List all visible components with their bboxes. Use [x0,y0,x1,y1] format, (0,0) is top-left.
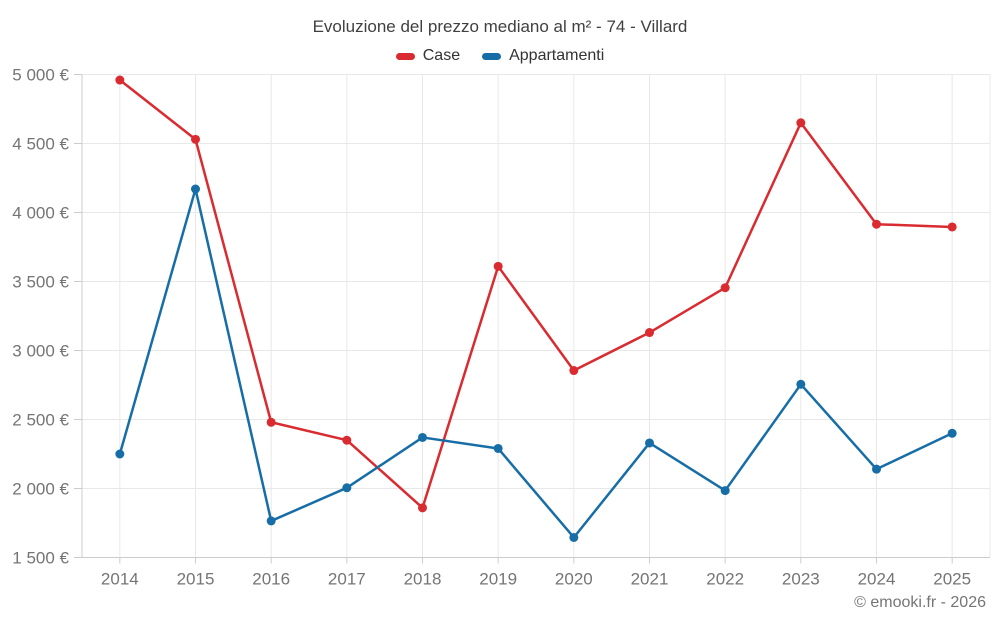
x-axis-tick-label: 2017 [328,570,366,589]
data-point-case-2024[interactable] [872,219,881,229]
y-axis-tick-label: 5 000 € [12,66,69,85]
data-point-appartamenti-2021[interactable] [645,438,654,448]
y-axis-tick-label: 1 500 € [12,549,69,568]
data-point-appartamenti-2014[interactable] [115,449,125,459]
data-point-case-2020[interactable] [569,366,579,376]
data-point-case-2016[interactable] [266,417,276,427]
data-point-case-2014[interactable] [115,75,125,85]
legend-item-case[interactable]: Case [395,47,461,65]
data-point-case-2022[interactable] [720,283,730,293]
copyright: © emooki.fr - 2026 [854,594,986,611]
legend-label-case: Case [422,47,461,64]
y-axis-tick-label: 2 000 € [12,480,69,499]
data-point-appartamenti-2018[interactable] [418,432,427,442]
series-line-case [118,78,954,510]
legend-label-appartamenti: Appartamenti [509,47,605,64]
x-axis-tick-label: 2015 [177,570,215,589]
data-point-appartamenti-2020[interactable] [569,532,579,542]
x-axis-tick-label: 2023 [782,570,820,589]
x-axis-tick-label: 2018 [404,570,442,589]
y-axis-tick-label: 3 000 € [12,342,69,361]
x-axis-tick-label: 2020 [555,570,593,589]
x-axis-tick-label: 2022 [706,570,744,589]
data-point-case-2017[interactable] [342,435,352,445]
y-axis-tick-label: 4 000 € [12,204,69,223]
case-series-swatch-icon [395,52,415,60]
x-axis-tick-label: 2019 [479,570,517,589]
data-point-case-2015[interactable] [191,134,200,144]
x-axis-tick-label: 2014 [101,570,139,589]
x-axis-tick-label: 2025 [933,570,971,589]
data-point-appartamenti-2017[interactable] [342,483,352,493]
data-point-appartamenti-2022[interactable] [720,486,730,496]
x-axis-tick-label: 2021 [631,570,669,589]
data-point-appartamenti-2024[interactable] [872,464,881,474]
legend-item-appartamenti[interactable]: Appartamenti [482,47,604,65]
data-point-case-2025[interactable] [947,222,957,232]
data-point-appartamenti-2019[interactable] [493,443,503,453]
data-point-appartamenti-2025[interactable] [947,428,957,438]
data-point-case-2019[interactable] [493,261,503,271]
data-point-appartamenti-2016[interactable] [266,516,276,526]
y-axis-tick-label: 2 500 € [12,411,69,430]
x-axis-tick-label: 2024 [858,570,896,589]
data-point-case-2021[interactable] [645,328,654,338]
legend: Case Appartamenti [0,47,1000,65]
data-point-case-2023[interactable] [796,118,806,128]
chart-title: Evoluzione del prezzo mediano al m² - 74… [312,17,688,36]
y-axis-tick-label: 3 500 € [12,273,69,292]
data-point-case-2018[interactable] [418,503,427,513]
appartamenti-series-swatch-icon [482,52,502,60]
data-point-appartamenti-2015[interactable] [191,184,200,194]
y-axis-tick-label: 4 500 € [12,135,69,154]
data-point-appartamenti-2023[interactable] [796,379,806,389]
series-line-appartamenti [118,187,954,539]
x-axis-tick-label: 2016 [252,570,290,589]
